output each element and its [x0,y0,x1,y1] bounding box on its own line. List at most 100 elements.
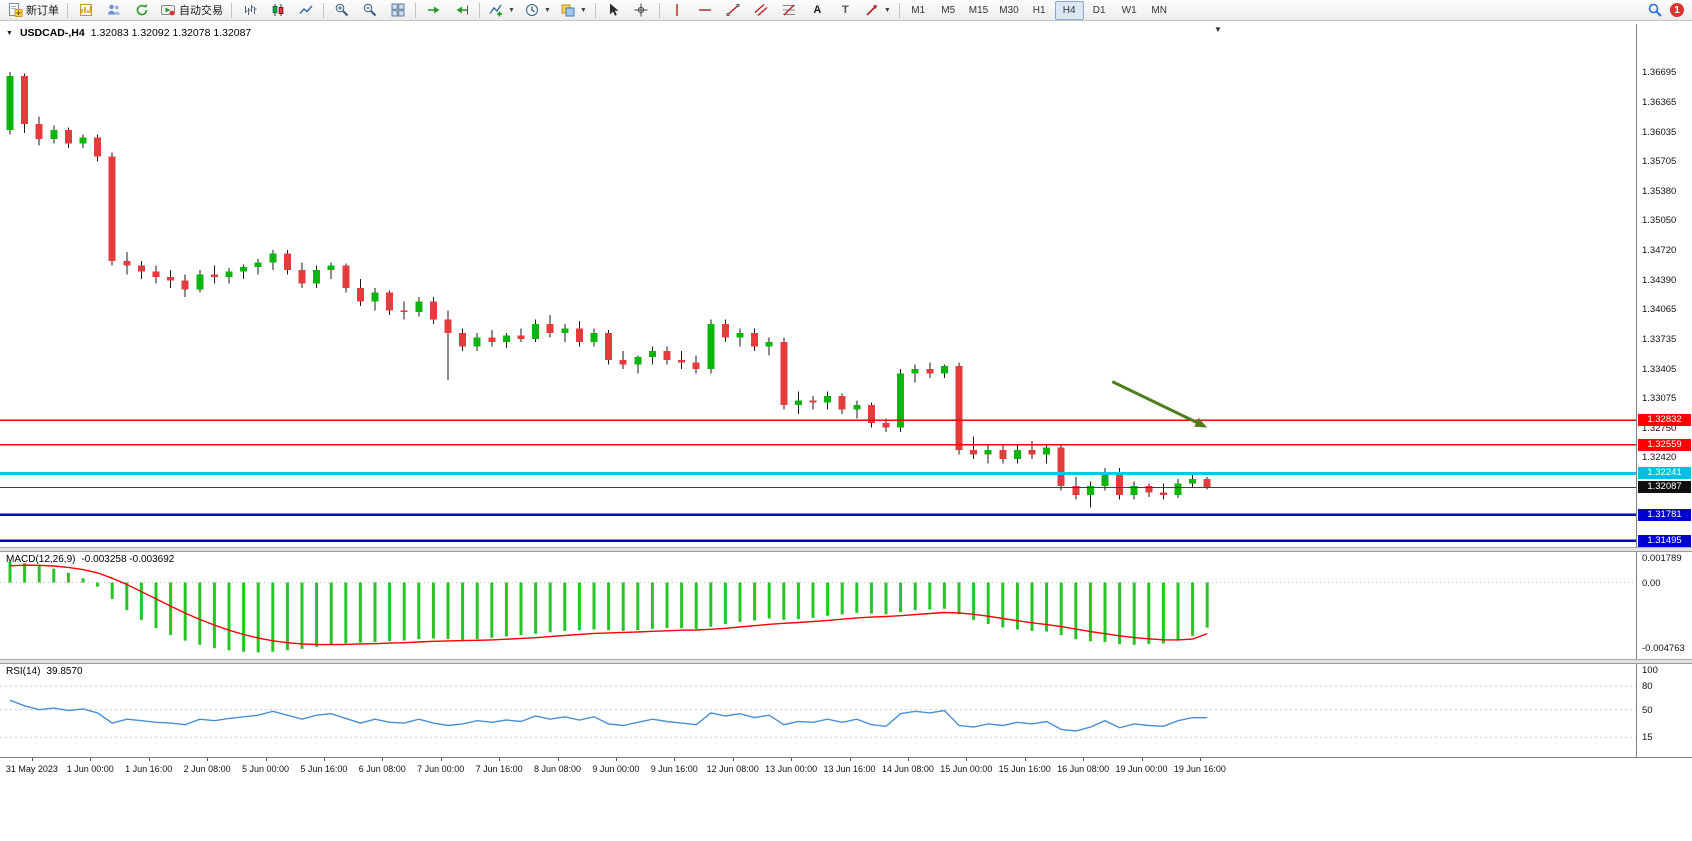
axis-tick-label: 1.36365 [1642,96,1677,108]
timeframe-m30-button[interactable]: M30 [999,4,1019,16]
time-tick [1024,758,1026,761]
time-tick [382,758,384,761]
indicators-button[interactable]: ▼ [484,1,519,20]
time-label: 1 Jun 00:00 [66,764,114,774]
rsi-value: 39.8570 [46,666,83,677]
vertical-line-tool-button[interactable] [664,1,691,20]
clock-icon [525,4,538,16]
label-tool-label: T [841,4,849,16]
toolbar-right-group: 1 [1647,2,1689,18]
dropdown-caret-icon: ▼ [883,6,891,14]
dropdown-caret-icon: ▼ [508,6,515,14]
auto-scroll-button[interactable] [420,1,447,20]
auto-trading-icon [161,5,175,16]
rsi-label: RSI(14) 39.8570 [6,666,83,677]
axis-tick-label: 1.33405 [1642,363,1677,375]
auto-trading-label: 自动交易 [179,5,223,17]
rsi-panel[interactable] [0,664,1636,757]
text-tool-button[interactable]: A [804,1,831,20]
toolbar-separator [658,2,660,18]
time-axis[interactable]: 31 May 2023 1 Jun 00:00 1 Jun 16:00 2 Jun 0… [0,757,1692,779]
notification-badge[interactable]: 1 [1670,3,1684,17]
chart-menu-icon[interactable]: ▼ [6,29,13,37]
macd-values: -0.003258 -0.003692 [81,554,175,565]
periods-button[interactable]: ▼ [520,1,555,20]
timeframe-d1-button[interactable]: D1 [1092,4,1106,16]
horizontal-line-tool-button[interactable] [692,1,719,20]
trendline-tool-button[interactable] [720,1,747,20]
label-tool-button[interactable]: T [832,1,859,20]
toolbar-separator [323,2,324,18]
crosshair-tool-button[interactable] [628,1,655,20]
time-label: 9 Jun 16:00 [650,764,698,774]
panel-divider[interactable] [0,547,1692,552]
chart-shift-button[interactable] [448,1,475,20]
time-label: 1 Jun 16:00 [125,764,173,774]
refresh-button[interactable] [128,1,155,20]
macd-name: MACD(12,26,9) [6,554,76,565]
chart-shift-icon [456,5,468,15]
profiles-button[interactable] [100,1,127,20]
templates-button[interactable]: ▼ [556,1,591,20]
timeframe-m1-button[interactable]: M1 [911,4,926,16]
line-chart-mode-button[interactable] [292,1,319,20]
timeframe-w1-button[interactable]: W1 [1121,4,1137,16]
time-label: 15 Jun 16:00 [998,764,1051,774]
timeframe-h1-button[interactable]: H1 [1032,4,1046,16]
channel-icon [754,4,768,16]
line-chart-icon [298,5,313,14]
price-level-tag: 1.32559 [1638,438,1691,451]
macd-panel[interactable] [0,552,1636,660]
price-level-tag: 1.31495 [1638,534,1691,547]
panel-divider[interactable] [0,659,1692,664]
new-order-icon [9,3,23,17]
time-label: 16 Jun 08:00 [1057,764,1110,774]
auto-trading-button[interactable]: 自动交易 [156,1,227,20]
price-level-tag: 1.32241 [1638,467,1691,480]
axis-tick-label: 0.00 [1642,577,1661,589]
timeframe-m15-button[interactable]: M15 [968,4,989,16]
cursor-tool-button[interactable] [600,1,627,20]
timeframe-mn-button[interactable]: MN [1151,4,1167,16]
arrows-tool-button[interactable]: ▼ [860,1,895,20]
axis-tick-label: 50 [1642,704,1653,716]
price-chart[interactable] [0,24,1636,548]
time-label: 13 Jun 00:00 [765,764,818,774]
trend-arrow-annotation [1111,380,1208,428]
arrow-tool-icon [866,5,877,16]
time-label: 31 May 2023 [5,764,58,774]
new-chart-button[interactable] [72,1,99,20]
time-label: 15 Jun 00:00 [940,764,993,774]
axis-tick-label: 1.36035 [1642,126,1677,138]
time-label: 2 Jun 08:00 [183,764,231,774]
bar-chart-mode-button[interactable] [236,1,263,20]
new-chart-icon [79,4,92,16]
candlestick-mode-button[interactable] [264,1,291,20]
axis-tick-label: 1.35380 [1642,185,1677,197]
timeframe-m5-button[interactable]: M5 [941,4,956,16]
chart-ohlc-values: 1.32083 1.32092 1.32078 1.32087 [90,27,252,39]
toolbar-separator [479,2,480,18]
toolbar-separator [898,2,900,18]
zoom-in-button[interactable] [328,1,355,20]
zoom-in-icon [335,3,348,17]
time-label: 19 Jun 16:00 [1173,764,1226,774]
fibonacci-tool-button[interactable] [776,1,803,20]
chart-shift-marker-icon[interactable]: ▼ [1214,25,1222,34]
search-icon[interactable] [1647,2,1663,18]
channel-tool-button[interactable] [748,1,775,20]
axis-tick-label: 1.32750 [1642,422,1677,434]
toolbar-separator [67,2,68,18]
new-order-button[interactable]: 新订单 [3,1,63,20]
price-scale[interactable]: 1.36695 1.36365 1.36035 1.35705 1.35380 1.350… [1636,24,1692,757]
tile-windows-button[interactable] [384,1,411,20]
time-tick [148,758,150,761]
axis-tick-label: 1.34065 [1642,304,1677,315]
axis-tick-label: -0.004763 [1642,643,1685,655]
zoom-out-icon [363,3,376,17]
time-tick [31,758,33,761]
timeframe-h4-button[interactable]: H4 [1054,0,1084,20]
axis-tick-label: 100 [1642,665,1658,677]
axis-tick-label: 1.36695 [1642,67,1677,78]
zoom-out-button[interactable] [356,1,383,20]
